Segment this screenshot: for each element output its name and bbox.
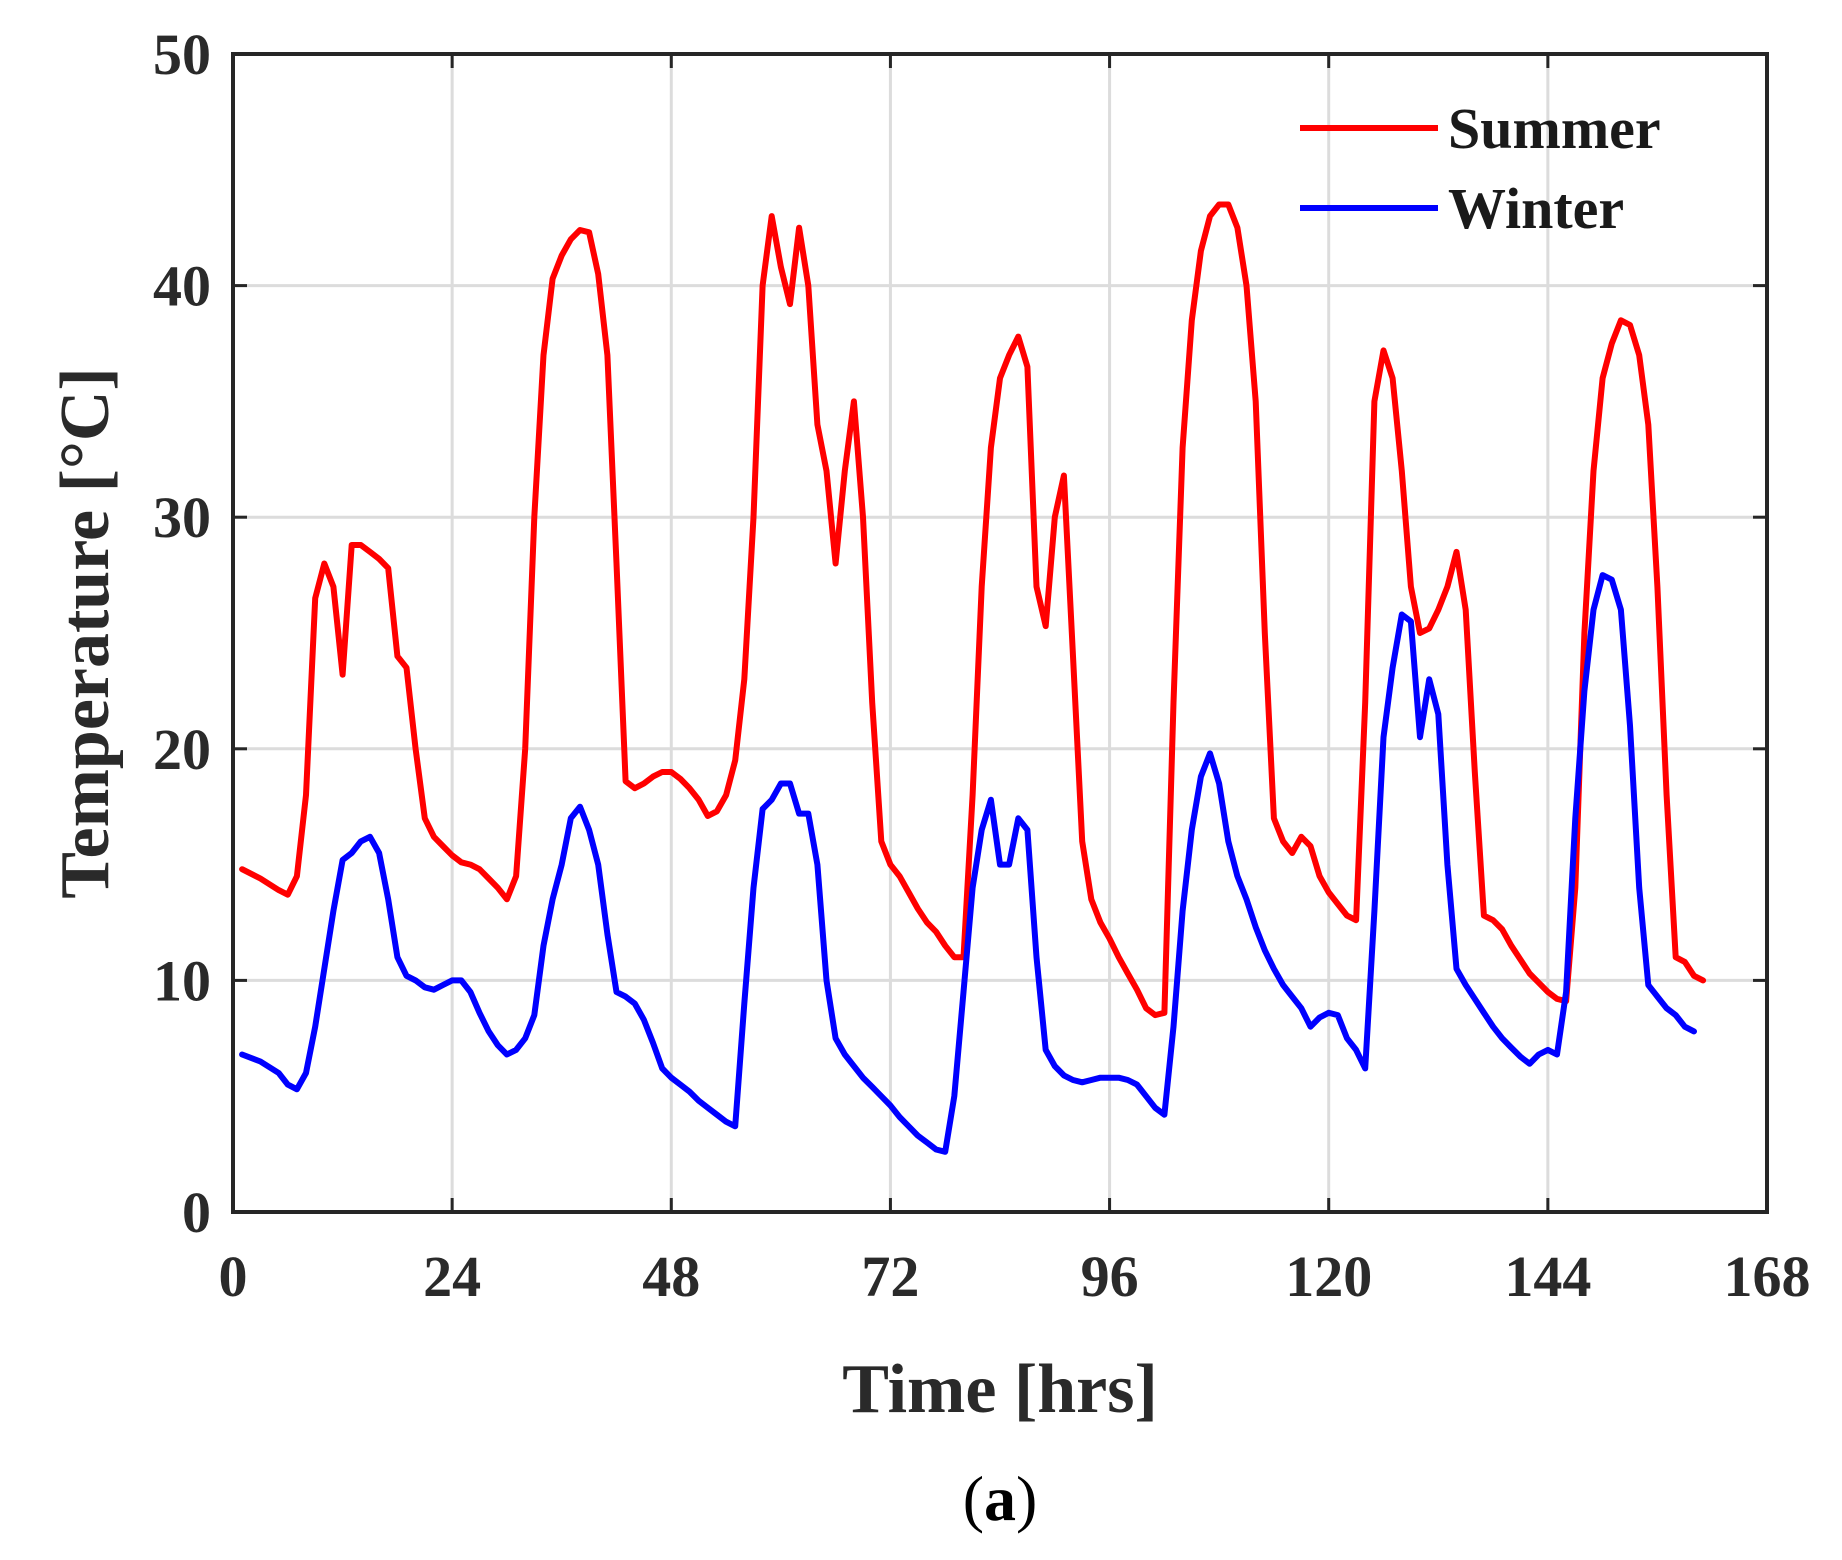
axis-tick-labels: 0 24 48 72 96 120 144 168 0 10 20 30 40 50: [153, 22, 1811, 1309]
series-line-winter: [239, 572, 1697, 1155]
y-tick-label: 0: [182, 1180, 211, 1245]
x-tick-label: 120: [1285, 1244, 1372, 1309]
y-tick-label: 40: [153, 254, 211, 319]
x-tick-label: 0: [219, 1244, 248, 1309]
y-tick-label: 50: [153, 22, 211, 87]
series-line-summer: [239, 201, 1707, 1019]
y-axis-title: Temperature [°C]: [47, 367, 124, 899]
x-tick-label: 96: [1081, 1244, 1139, 1309]
legend-label-summer: Summer: [1448, 96, 1661, 161]
caption-open-paren: (: [963, 1463, 984, 1534]
legend-label-winter: Winter: [1448, 176, 1624, 241]
series-lines: [239, 201, 1707, 1155]
caption-letter: a: [984, 1463, 1016, 1534]
caption-close-paren: ): [1016, 1463, 1037, 1534]
x-tick-label: 48: [642, 1244, 700, 1309]
axis-ticks: [231, 52, 1769, 1214]
x-tick-label: 72: [861, 1244, 919, 1309]
y-tick-label: 10: [153, 948, 211, 1013]
plot-frame: [231, 52, 1769, 1214]
axes-box: [231, 52, 1769, 1214]
x-tick-label: 168: [1724, 1244, 1811, 1309]
figure-caption: (a): [963, 1463, 1038, 1534]
x-tick-label: 144: [1504, 1244, 1591, 1309]
legend: Summer Winter: [1300, 96, 1661, 241]
grid-lines: [233, 54, 1767, 1212]
x-axis-title: Time [hrs]: [842, 1351, 1158, 1428]
y-tick-label: 20: [153, 717, 211, 782]
x-tick-label: 24: [423, 1244, 481, 1309]
y-tick-label: 30: [153, 485, 211, 550]
